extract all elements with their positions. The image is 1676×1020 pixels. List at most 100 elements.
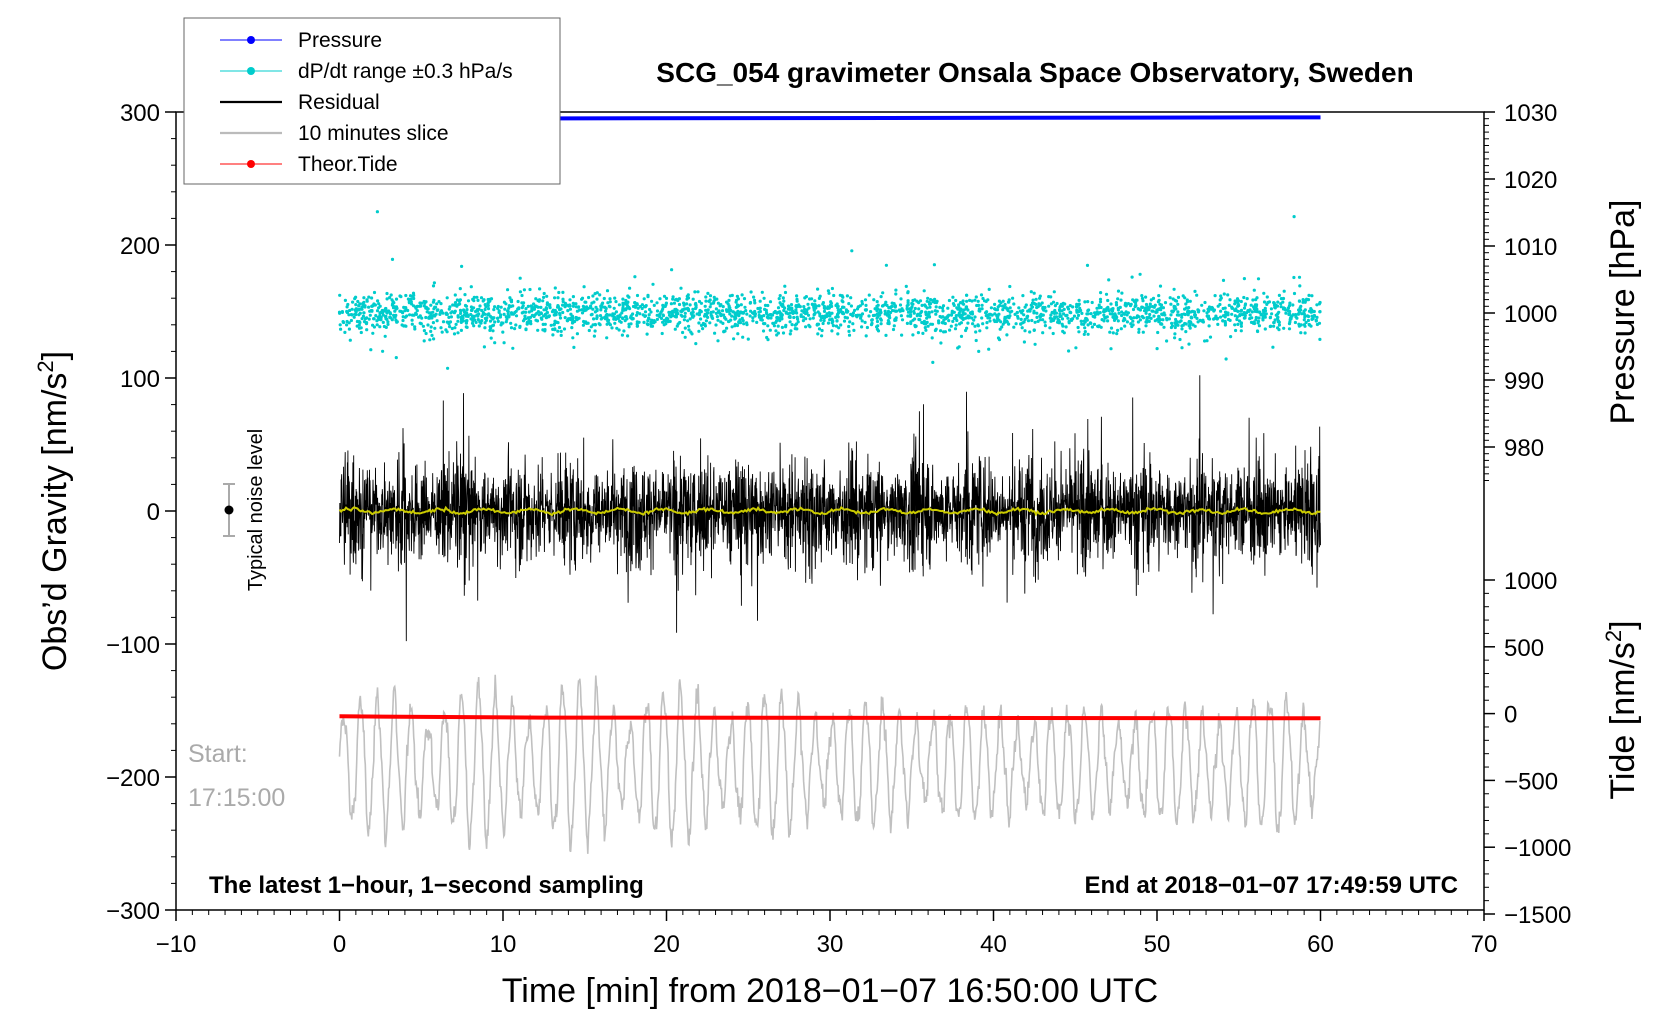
- dpdt-point: [507, 304, 511, 308]
- dpdt-point: [386, 322, 390, 326]
- dpdt-point: [348, 338, 352, 342]
- dpdt-point: [704, 308, 708, 312]
- dpdt-point: [478, 320, 482, 324]
- dpdt-point: [1268, 324, 1272, 329]
- dpdt-point: [357, 304, 361, 308]
- dpdt-point: [803, 296, 807, 300]
- dpdt-point: [1033, 320, 1037, 324]
- dpdt-point: [411, 291, 416, 295]
- dpdt-point: [570, 314, 574, 318]
- dpdt-point: [1076, 309, 1080, 313]
- dpdt-point: [570, 326, 574, 330]
- dpdt-point: [860, 312, 865, 316]
- dpdt-point: [1031, 298, 1035, 302]
- dpdt-point: [414, 305, 418, 309]
- dpdt-point: [1174, 317, 1178, 322]
- dpdt-point: [830, 329, 834, 333]
- dpdt-point: [1115, 332, 1119, 336]
- dpdt-point: [1157, 298, 1161, 302]
- dpdt-point: [622, 307, 626, 311]
- dpdt-point: [1276, 326, 1280, 330]
- dpdt-point: [1056, 317, 1060, 322]
- dpdt-point: [898, 303, 903, 307]
- dpdt-point: [502, 312, 506, 316]
- dpdt-point: [912, 309, 916, 313]
- dpdt-point: [847, 329, 851, 333]
- dpdt-point: [1076, 313, 1081, 317]
- dpdt-point: [1159, 306, 1163, 310]
- dpdt-point: [677, 302, 682, 307]
- dpdt-point: [845, 294, 850, 298]
- dpdt-point: [1234, 308, 1238, 313]
- dpdt-point: [798, 305, 802, 309]
- legend-label: Residual: [298, 91, 380, 114]
- dpdt-point: [1293, 313, 1298, 317]
- dpdt-point: [506, 309, 510, 313]
- dpdt-point: [1106, 298, 1110, 303]
- dpdt-point: [929, 298, 933, 302]
- dpdt-point: [577, 316, 581, 320]
- dpdt-point: [970, 299, 974, 303]
- dpdt-point: [1145, 318, 1149, 322]
- dpdt-point: [1203, 300, 1207, 305]
- dpdt-point: [818, 294, 822, 298]
- dpdt-point: [1282, 326, 1286, 330]
- dpdt-point: [1121, 319, 1125, 323]
- dpdt-point: [453, 293, 457, 297]
- dpdt-point: [591, 294, 595, 298]
- dpdt-point: [987, 347, 991, 351]
- dpdt-point: [718, 304, 722, 308]
- dpdt-point: [581, 323, 586, 327]
- dpdt-point: [568, 298, 572, 302]
- dpdt-point: [927, 302, 932, 306]
- dpdt-point: [1012, 302, 1016, 306]
- dpdt-point: [1202, 309, 1206, 313]
- dpdt-point: [509, 300, 514, 304]
- dpdt-point: [542, 308, 546, 312]
- dpdt-point: [476, 314, 480, 318]
- dpdt-point: [386, 320, 390, 324]
- tide-tick-label: 0: [1504, 702, 1517, 729]
- dpdt-point: [701, 327, 705, 331]
- dpdt-point: [670, 268, 674, 272]
- dpdt-point: [952, 316, 956, 321]
- dpdt-point: [359, 330, 363, 335]
- dpdt-point: [704, 295, 708, 299]
- dpdt-point: [376, 299, 380, 303]
- dpdt-point: [1256, 321, 1260, 325]
- dpdt-point: [338, 323, 342, 327]
- dpdt-point: [875, 312, 879, 316]
- dpdt-point: [403, 315, 407, 319]
- dpdt-point: [1017, 306, 1021, 310]
- dpdt-point: [1311, 317, 1315, 321]
- dpdt-point: [496, 319, 500, 323]
- dpdt-point: [476, 298, 480, 302]
- dpdt-point: [930, 310, 934, 314]
- dpdt-point: [745, 312, 749, 316]
- dpdt-point: [1098, 297, 1103, 301]
- dpdt-point: [796, 317, 800, 321]
- x-axis-title: Time [min] from 2018−01−07 16:50:00 UTC: [502, 972, 1158, 1010]
- dpdt-point: [354, 303, 358, 307]
- dpdt-point: [598, 323, 602, 327]
- dpdt-point: [748, 314, 752, 318]
- dpdt-point: [658, 315, 662, 319]
- dpdt-point: [1138, 318, 1142, 322]
- dpdt-point: [1022, 320, 1026, 324]
- dpdt-point: [724, 317, 728, 321]
- dpdt-point: [563, 316, 567, 320]
- dpdt-point: [1026, 309, 1030, 313]
- dpdt-point: [338, 311, 342, 315]
- dpdt-point: [1286, 306, 1291, 310]
- dpdt-point: [453, 326, 457, 330]
- dpdt-point: [375, 323, 379, 327]
- dpdt-point: [630, 316, 634, 320]
- dpdt-point: [341, 320, 345, 324]
- dpdt-point: [919, 311, 923, 315]
- sampling-note: The latest 1−hour, 1−second sampling: [209, 872, 644, 899]
- dpdt-point: [489, 297, 494, 301]
- dpdt-point: [369, 309, 373, 313]
- dpdt-point: [571, 304, 576, 308]
- dpdt-point: [728, 312, 732, 316]
- tide-axis-title-main: Tide [nm/s: [1604, 642, 1642, 799]
